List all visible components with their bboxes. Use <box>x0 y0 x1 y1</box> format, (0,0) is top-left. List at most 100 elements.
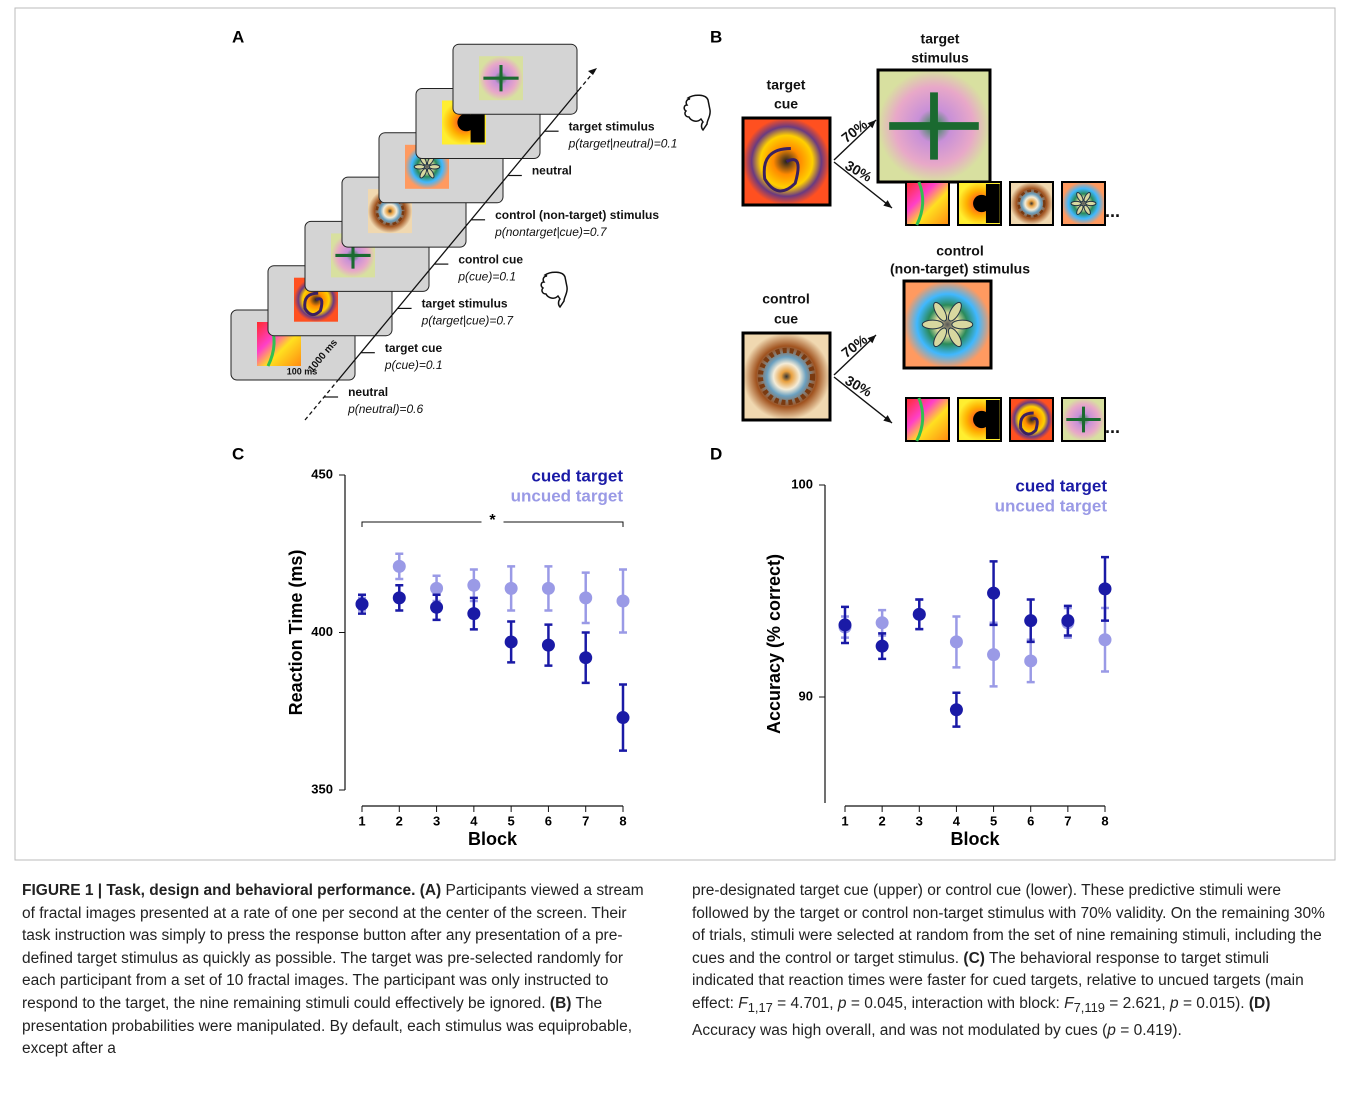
y-axis-title: Reaction Time (ms) <box>286 550 306 716</box>
data-point <box>579 651 593 665</box>
stat: 7,119 <box>1073 1000 1105 1016</box>
data-point <box>355 597 369 611</box>
label: ... <box>1105 201 1120 221</box>
stat: 1,17 <box>747 1000 773 1016</box>
arrow <box>833 376 893 424</box>
stat: p <box>1170 994 1179 1012</box>
caption-text: = 2.621, <box>1109 994 1166 1012</box>
data-point <box>987 648 1001 662</box>
stat: F <box>738 994 748 1012</box>
fractal-image <box>1009 181 1054 226</box>
fractal-detail <box>1083 204 1091 215</box>
label: p(cue)=0.1 <box>384 358 443 372</box>
fractal-detail <box>303 291 324 317</box>
caption-part: (B) <box>549 994 572 1012</box>
x-axis-title: Block <box>950 829 1000 849</box>
caption-part: (D) <box>1248 994 1271 1012</box>
figure-frame <box>14 7 1336 861</box>
x-tick-label: 2 <box>396 813 403 828</box>
data-point <box>1098 633 1112 647</box>
panel-letter: B <box>710 27 722 46</box>
caption-text: = 4.701, <box>777 994 834 1012</box>
data-point <box>1061 614 1075 628</box>
y-tick-label: 400 <box>311 624 333 639</box>
fractal-detail <box>1070 200 1082 207</box>
x-tick-label: 1 <box>841 813 848 828</box>
fractal-detail <box>933 327 948 348</box>
caption-text: The behavioral response to target stimul… <box>692 949 1304 1012</box>
fractal-detail <box>757 347 816 406</box>
data-point <box>838 618 852 632</box>
fractal-detail <box>947 327 962 348</box>
arrow <box>833 119 877 161</box>
fractal-detail <box>1085 200 1097 207</box>
x-tick-label: 6 <box>545 813 552 828</box>
fractal-detail <box>921 319 944 330</box>
caption-text: Participants viewed a stream of fractal … <box>22 882 644 1012</box>
fractal-detail <box>889 92 979 160</box>
label: 100 ms <box>287 366 318 376</box>
fractal-detail <box>419 168 428 179</box>
y-tick-label: 100 <box>791 476 813 491</box>
label: stimulus <box>911 50 969 66</box>
fractal-detail <box>1017 189 1046 218</box>
stat: F <box>1064 994 1074 1012</box>
hand-icon <box>540 271 568 309</box>
panel-letter: A <box>232 27 244 46</box>
label: control cue <box>458 252 523 266</box>
fractal-detail <box>483 65 519 92</box>
caption-text: Accuracy was high overall, and was not m… <box>692 1021 1108 1039</box>
label: control <box>762 291 809 307</box>
hand-icon <box>683 94 711 132</box>
fractal-detail <box>428 164 441 170</box>
data-point <box>392 591 406 605</box>
label: cue <box>774 311 798 327</box>
data-point <box>504 635 518 649</box>
data-point <box>912 607 926 621</box>
data-point <box>504 581 518 595</box>
fractal-detail <box>1066 406 1101 433</box>
x-tick-label: 7 <box>582 813 589 828</box>
label: p(nontarget|cue)=0.7 <box>494 225 608 239</box>
fractal-image <box>902 279 993 370</box>
fractal-detail <box>985 184 1000 223</box>
label: target cue <box>385 341 443 355</box>
fractal-detail <box>985 400 1000 439</box>
fractal-image <box>905 397 950 442</box>
label: neutral <box>532 164 572 178</box>
legend-entry: cued target <box>531 466 623 485</box>
label: neutral <box>348 385 388 399</box>
x-tick-label: 3 <box>916 813 923 828</box>
x-tick-label: 4 <box>470 813 478 828</box>
x-tick-label: 7 <box>1064 813 1071 828</box>
data-point <box>1098 582 1112 596</box>
x-tick-label: 8 <box>1101 813 1108 828</box>
label: control (non-target) stimulus <box>495 208 659 222</box>
fractal-detail <box>933 301 948 322</box>
data-point <box>541 638 555 652</box>
fractal-detail <box>762 146 800 193</box>
arrow-head <box>588 68 597 75</box>
data-point <box>875 616 889 630</box>
fractal-detail <box>375 196 405 226</box>
caption-text: pre-designated target cue (upper) or con… <box>692 882 1325 967</box>
x-tick-label: 3 <box>433 813 440 828</box>
label: p(cue)=0.1 <box>457 269 516 283</box>
label: target stimulus <box>422 297 508 311</box>
x-tick-label: 1 <box>358 813 365 828</box>
data-point <box>616 594 630 608</box>
data-point <box>467 578 481 592</box>
label: control <box>936 243 983 259</box>
y-tick-label: 450 <box>311 466 333 481</box>
label: (non-target) stimulus <box>890 261 1030 277</box>
label: p(target|neutral)=0.1 <box>568 136 678 150</box>
fractal-detail <box>413 164 426 170</box>
label: target <box>921 31 960 47</box>
fractal-image <box>1061 181 1106 226</box>
label: cue <box>774 96 798 112</box>
arrow <box>833 161 893 209</box>
x-tick-label: 5 <box>990 813 997 828</box>
legend-entry: cued target <box>1015 476 1107 495</box>
